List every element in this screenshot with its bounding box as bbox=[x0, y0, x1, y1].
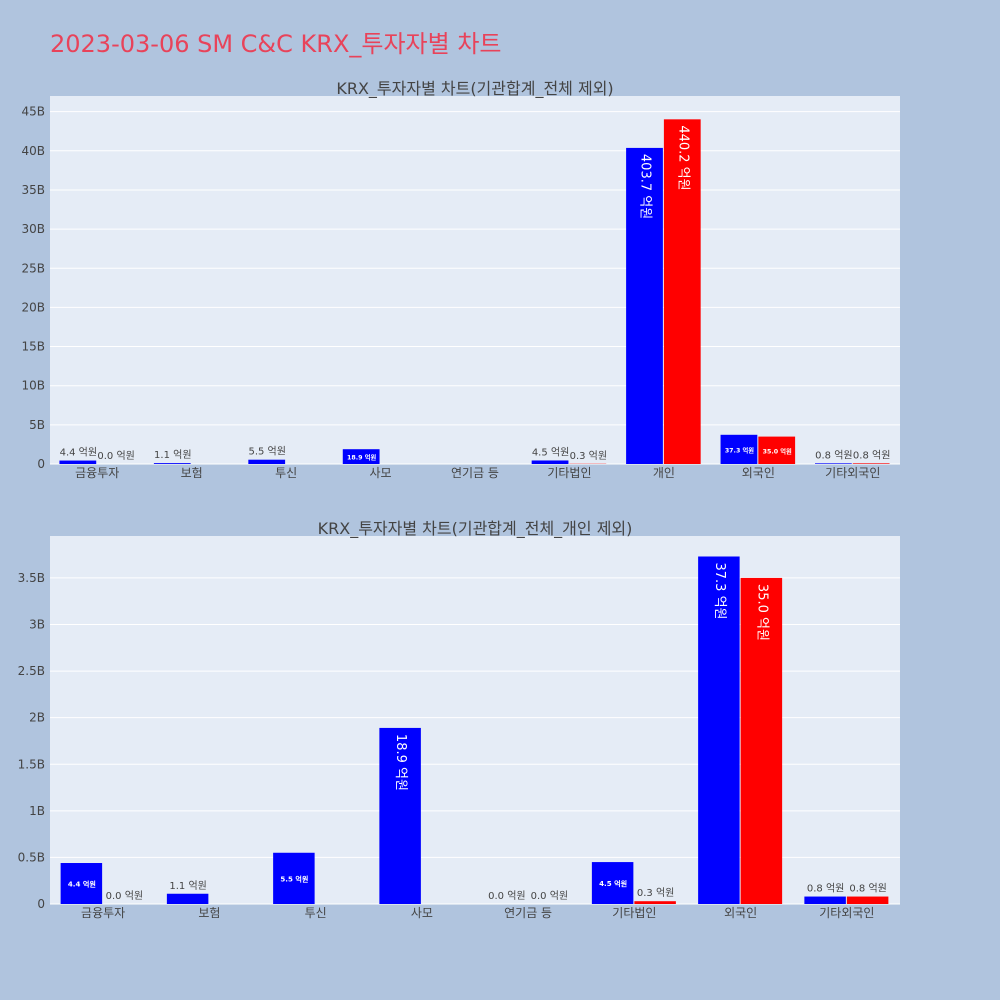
data-label: 0.0 억원 bbox=[488, 890, 525, 902]
data-label: 18.9 억원 bbox=[393, 734, 408, 791]
x-tick-label: 사모 bbox=[370, 466, 392, 480]
data-label: 0.8 억원 bbox=[849, 883, 886, 895]
data-label: 35.0 억원 bbox=[763, 446, 792, 455]
data-label: 18.9 억원 bbox=[347, 453, 376, 462]
bar bbox=[846, 896, 889, 904]
data-label: 4.4 억원 bbox=[68, 880, 96, 889]
data-label: 440.2 억원 bbox=[675, 125, 690, 190]
y-tick-label: 3B bbox=[29, 618, 45, 632]
bar bbox=[342, 449, 380, 464]
x-tick-label: 투신 bbox=[275, 466, 297, 480]
x-tick-label: 투신 bbox=[305, 906, 327, 920]
chart-title: KRX_투자자별 차트(기관합계_전체_개인 제외) bbox=[318, 519, 633, 539]
y-tick-label: 45B bbox=[21, 105, 45, 119]
data-label: 1.1 억원 bbox=[154, 449, 191, 461]
bar bbox=[804, 896, 846, 904]
y-tick-label: 0.5B bbox=[18, 850, 45, 864]
data-label: 0.3 억원 bbox=[637, 887, 674, 899]
bar bbox=[720, 434, 758, 464]
x-tick-label: 보험 bbox=[198, 906, 220, 920]
data-label: 4.5 억원 bbox=[599, 879, 627, 888]
bar bbox=[153, 463, 191, 464]
data-label: 4.5 억원 bbox=[532, 446, 569, 458]
x-tick-label: 보험 bbox=[181, 466, 203, 480]
y-tick-label: 30B bbox=[21, 222, 45, 236]
bar bbox=[815, 463, 852, 464]
data-label: 0.8 억원 bbox=[807, 883, 844, 895]
data-label: 0.8 억원 bbox=[815, 449, 852, 461]
x-tick-label: 연기금 등 bbox=[504, 906, 552, 920]
bar bbox=[698, 556, 740, 904]
y-tick-label: 5B bbox=[29, 418, 45, 432]
data-label: 37.3 억원 bbox=[725, 445, 754, 454]
data-label: 0.0 억원 bbox=[97, 450, 134, 462]
bar-chart-bottom: KRX_투자자별 차트(기관합계_전체_개인 제외) 0 0.5B 1B 1.5B 2B 2… bbox=[18, 519, 900, 920]
x-tick-label: 개인 bbox=[653, 466, 675, 480]
data-label: 4.4 억원 bbox=[60, 447, 97, 459]
x-tick-label: 기타외국인 bbox=[819, 906, 874, 920]
y-tick-label: 1.5B bbox=[18, 757, 45, 771]
x-tick-label: 외국인 bbox=[724, 906, 757, 920]
bar bbox=[758, 436, 796, 464]
data-label: 0.8 억원 bbox=[853, 449, 890, 461]
x-tick-label: 연기금 등 bbox=[451, 466, 499, 480]
page-title: 2023-03-06 SM C&C KRX_투자자별 차트 bbox=[50, 30, 502, 58]
y-tick-label: 35B bbox=[21, 183, 45, 197]
bar bbox=[59, 460, 97, 464]
bar bbox=[273, 852, 315, 904]
x-tick-label: 금융투자 bbox=[81, 906, 125, 920]
data-label: 0.3 억원 bbox=[570, 450, 607, 462]
bar bbox=[591, 862, 634, 904]
x-tick-label: 금융투자 bbox=[75, 466, 119, 480]
y-tick-label: 10B bbox=[21, 379, 45, 393]
plot-area bbox=[50, 96, 900, 464]
bar bbox=[626, 147, 663, 464]
bar bbox=[663, 119, 701, 464]
bar bbox=[60, 863, 103, 904]
y-tick-label: 25B bbox=[21, 261, 45, 275]
data-label: 1.1 억원 bbox=[169, 880, 206, 892]
data-label: 403.7 억원 bbox=[638, 154, 653, 219]
y-tick-label: 15B bbox=[21, 340, 45, 354]
bar bbox=[248, 459, 286, 464]
bar bbox=[166, 893, 209, 904]
bar bbox=[740, 577, 783, 904]
x-tick-label: 기타법인 bbox=[547, 466, 591, 480]
y-tick-label: 2.5B bbox=[18, 664, 45, 678]
data-label: 35.0 억원 bbox=[754, 584, 769, 641]
x-tick-label: 사모 bbox=[411, 906, 433, 920]
bar-chart-top: KRX_투자자별 차트(기관합계_전체 제외) 0 5B 10B 15B 20B 25B 30… bbox=[21, 79, 900, 480]
bar bbox=[852, 463, 890, 464]
data-label: 37.3 억원 bbox=[712, 562, 727, 619]
y-tick-label: 0 bbox=[37, 457, 45, 471]
y-tick-label: 3.5B bbox=[18, 571, 45, 585]
y-tick-label: 2B bbox=[29, 711, 45, 725]
bar bbox=[531, 460, 569, 464]
y-tick-label: 1B bbox=[29, 804, 45, 818]
y-tick-label: 40B bbox=[21, 144, 45, 158]
y-tick-label: 20B bbox=[21, 300, 45, 314]
bar bbox=[379, 727, 421, 904]
chart-title: KRX_투자자별 차트(기관합계_전체 제외) bbox=[336, 79, 613, 99]
data-label: 5.5 억원 bbox=[280, 874, 308, 883]
bar bbox=[634, 901, 676, 904]
x-tick-label: 기타외국인 bbox=[825, 466, 880, 480]
data-label: 5.5 억원 bbox=[248, 446, 285, 458]
data-label: 0.0 억원 bbox=[531, 890, 568, 902]
y-tick-label: 0 bbox=[37, 897, 45, 911]
x-tick-label: 외국인 bbox=[742, 466, 775, 480]
data-label: 0.0 억원 bbox=[106, 890, 143, 902]
x-tick-label: 기타법인 bbox=[612, 906, 656, 920]
